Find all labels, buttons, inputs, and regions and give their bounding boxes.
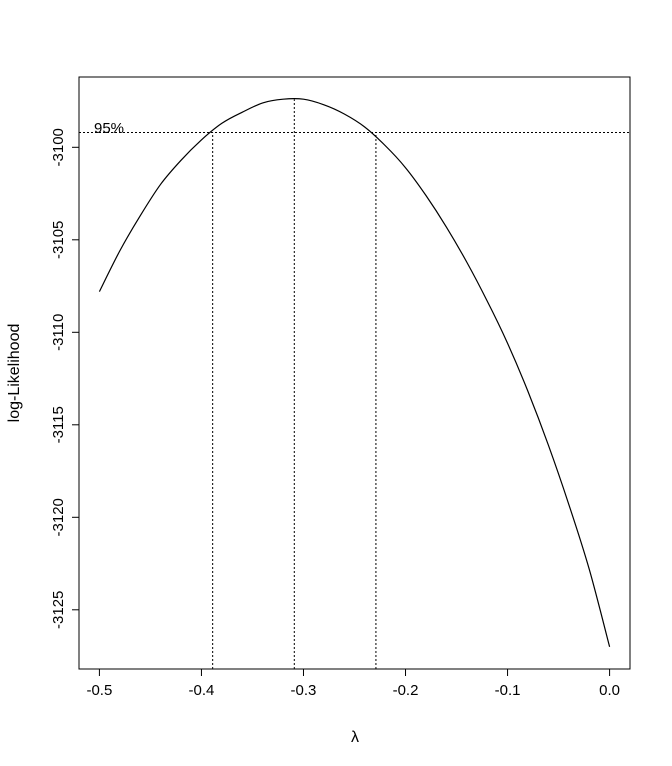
y-tick-label: -3125 bbox=[50, 591, 67, 629]
likelihood-curve bbox=[98, 98, 611, 647]
x-tick-label: -0.2 bbox=[393, 682, 419, 699]
ci-label: 95% bbox=[94, 120, 124, 137]
x-tick-label: 0.0 bbox=[599, 682, 620, 699]
x-tick-label: -0.1 bbox=[495, 682, 521, 699]
confidence-interval-lines bbox=[79, 99, 630, 669]
y-axis-label: log-Likelihood bbox=[6, 324, 23, 423]
plot-frame bbox=[78, 76, 631, 670]
y-tick-label: -3120 bbox=[50, 498, 67, 536]
x-tick-label: -0.5 bbox=[86, 682, 112, 699]
x-tick-label: -0.3 bbox=[291, 682, 317, 699]
y-tick-label: -3100 bbox=[50, 128, 67, 166]
x-axis-label: λ bbox=[351, 729, 359, 746]
y-tick-label: -3105 bbox=[50, 221, 67, 259]
x-axis: -0.5 -0.4 -0.3 -0.2 -0.1 0.0 bbox=[86, 669, 620, 699]
y-tick-label: -3110 bbox=[50, 314, 67, 351]
y-tick-label: -3115 bbox=[50, 406, 67, 443]
y-axis: -3125 -3120 -3115 -3110 -3105 -3100 bbox=[50, 128, 79, 629]
x-tick-label: -0.4 bbox=[189, 682, 215, 699]
